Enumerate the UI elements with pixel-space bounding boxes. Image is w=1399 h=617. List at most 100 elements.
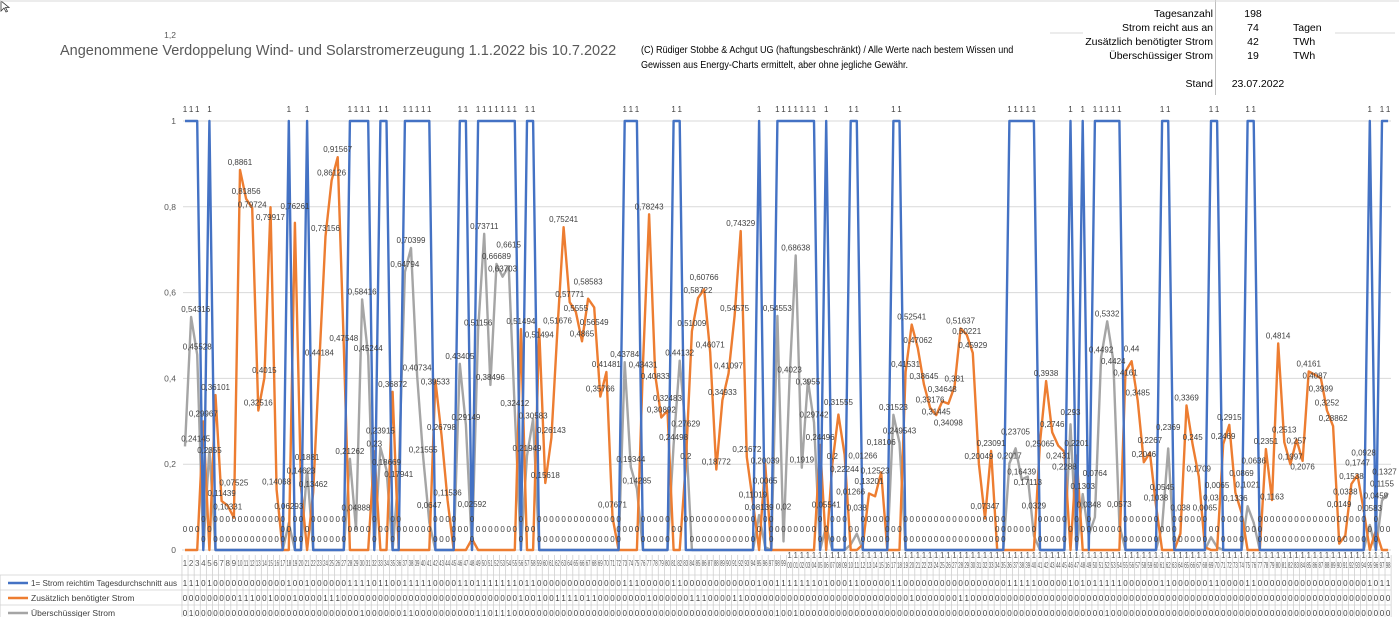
data-label: 0,18772 xyxy=(702,457,731,466)
data-label: 0,21555 xyxy=(409,446,438,455)
table-cell: 0 xyxy=(928,594,933,603)
data-label: 1 xyxy=(403,105,408,114)
table-cell: 1 xyxy=(500,609,505,617)
table-cell: 0 xyxy=(1270,609,1275,617)
table-cell: 0 xyxy=(1135,594,1140,603)
x-tick-label: 68 xyxy=(592,559,597,568)
table-cell: 0 xyxy=(891,594,896,603)
data-label: 1 xyxy=(1166,105,1171,114)
x-tick-label: 59 xyxy=(537,559,542,568)
data-label: 0 xyxy=(519,535,524,544)
table-cell: 0 xyxy=(226,579,231,588)
table-cell: 0 xyxy=(1160,609,1165,617)
table-cell: 0 xyxy=(537,609,542,617)
table-cell: 0 xyxy=(598,579,603,588)
x-tick-label: 22 xyxy=(311,559,316,568)
data-label: 0 xyxy=(433,515,438,524)
data-label: 0 xyxy=(329,535,334,544)
data-label: 0,07525 xyxy=(219,479,248,488)
data-label: 0,52541 xyxy=(897,313,926,322)
table-cell: 0 xyxy=(702,609,707,617)
x-tick-label: 27 xyxy=(341,559,346,568)
data-label: 0 xyxy=(390,515,395,524)
data-label: 0 xyxy=(537,535,542,544)
data-label: 0,23915 xyxy=(366,426,395,435)
data-label: 0,1709 xyxy=(1187,465,1212,474)
table-cell: 0 xyxy=(1233,594,1238,603)
table-cell: 0 xyxy=(219,579,224,588)
x-tick-label: 82 xyxy=(677,559,682,568)
x-tick-label: 35 xyxy=(390,559,395,568)
data-label: 1 xyxy=(781,105,786,114)
data-label: 0 xyxy=(1142,535,1147,544)
data-label: 0 xyxy=(1349,515,1354,524)
table-cell: 0 xyxy=(488,609,493,617)
data-label: 0,39533 xyxy=(421,377,450,386)
stand-value: 23.07.2022 xyxy=(1231,78,1285,90)
table-cell: 0 xyxy=(287,594,292,603)
table-cell: 0 xyxy=(885,579,890,588)
table-cell: 0 xyxy=(928,609,933,617)
table-cell: 0 xyxy=(1209,609,1214,617)
table-cell: 0 xyxy=(946,594,951,603)
data-label: 0 xyxy=(714,535,719,544)
table-cell: 0 xyxy=(256,609,261,617)
table-cell: 0 xyxy=(458,609,463,617)
x-tick-label: 1 38 xyxy=(1019,551,1024,570)
x-tick-label: 48 xyxy=(470,559,475,568)
data-label: 0 xyxy=(745,535,750,544)
x-tick-label: 45 xyxy=(451,559,456,568)
table-cell: 0 xyxy=(1038,579,1043,588)
table-cell: 0 xyxy=(256,579,261,588)
data-label: 0 xyxy=(793,525,798,534)
data-label: 0 xyxy=(873,515,878,524)
data-label: 0,3999 xyxy=(1309,384,1334,393)
data-label: 0,0545 xyxy=(1150,483,1175,492)
data-label: 0 xyxy=(769,525,774,534)
data-label: 1 xyxy=(806,105,811,114)
data-label: 0,4865 xyxy=(570,329,595,338)
table-cell: 0 xyxy=(1203,594,1208,603)
table-cell: 0 xyxy=(732,609,737,617)
table-cell: 0 xyxy=(201,609,206,617)
x-tick-label: 1 57 xyxy=(1135,551,1140,570)
table-cell: 0 xyxy=(629,609,634,617)
table-cell: 0 xyxy=(213,609,218,617)
data-label: 0,54553 xyxy=(763,304,792,313)
table-cell: 0 xyxy=(1166,594,1171,603)
table-cell: 1 xyxy=(677,579,682,588)
table-cell: 0 xyxy=(342,609,347,617)
table-cell: 0 xyxy=(317,609,322,617)
data-label: 0 xyxy=(653,515,658,524)
copyright-line-2: Gewissen aus Energy-Charts ermittelt, ab… xyxy=(641,59,909,71)
table-cell: 0 xyxy=(903,609,908,617)
data-label: 0 xyxy=(201,515,206,524)
x-tick-label: 50 xyxy=(482,559,487,568)
data-label: 0,14068 xyxy=(262,478,291,487)
table-cell: 0 xyxy=(219,594,224,603)
data-label: 0 xyxy=(189,525,194,534)
data-label: 0,45929 xyxy=(958,341,987,350)
data-label: 0 xyxy=(946,515,951,524)
data-label: 1 xyxy=(348,105,353,114)
table-cell: 0 xyxy=(1166,609,1171,617)
data-label: 0,27629 xyxy=(671,419,700,428)
data-label: 0 xyxy=(1221,515,1226,524)
data-label: 0,02592 xyxy=(458,500,487,509)
data-label: 0,5332 xyxy=(1095,309,1120,318)
x-tick-label: 1 76 xyxy=(1251,551,1256,570)
table-cell: 0 xyxy=(451,609,456,617)
table-cell: 0 xyxy=(958,579,963,588)
table-cell: 0 xyxy=(354,594,359,603)
data-label: 0 xyxy=(629,525,634,534)
table-cell: 0 xyxy=(299,594,304,603)
x-tick-label: 1 75 xyxy=(1245,551,1250,570)
table-cell: 1 xyxy=(409,579,414,588)
table-cell: 0 xyxy=(262,579,267,588)
table-cell: 0 xyxy=(726,609,731,617)
data-label: 0,36101 xyxy=(201,383,230,392)
table-cell: 1 xyxy=(1026,579,1031,588)
table-cell: 0 xyxy=(745,594,750,603)
data-label: 0 xyxy=(439,535,444,544)
table-cell: 0 xyxy=(335,579,340,588)
